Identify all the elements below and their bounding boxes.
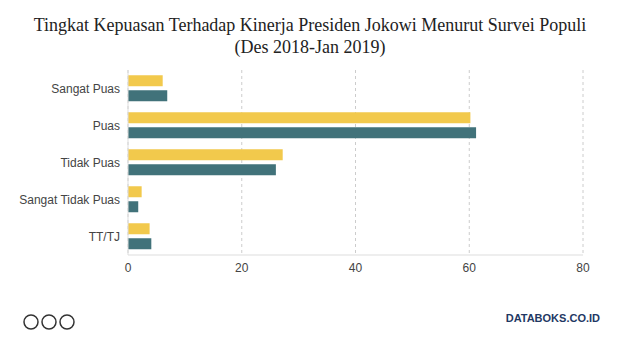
svg-text:Sangat Puas: Sangat Puas	[51, 82, 120, 96]
svg-text:80: 80	[576, 261, 590, 275]
html-text:Tingkat Kepuasan Terhadap Kine: Tingkat Kepuasan Terhadap Kinerja Presid…	[33, 15, 587, 57]
svg-text:Tidak Puas: Tidak Puas	[60, 156, 120, 170]
svg-text:Sangat Tidak Puas: Sangat Tidak Puas	[19, 193, 120, 207]
svg-text:TT/TJ: TT/TJ	[89, 230, 120, 244]
svg-text:Puas: Puas	[93, 119, 120, 133]
svg-text:20: 20	[235, 261, 249, 275]
svg-text:0: 0	[125, 261, 132, 275]
svg-text:DATABOKS.CO.ID: DATABOKS.CO.ID	[506, 312, 600, 324]
svg-text:60: 60	[463, 261, 477, 275]
svg-text:40: 40	[349, 261, 363, 275]
